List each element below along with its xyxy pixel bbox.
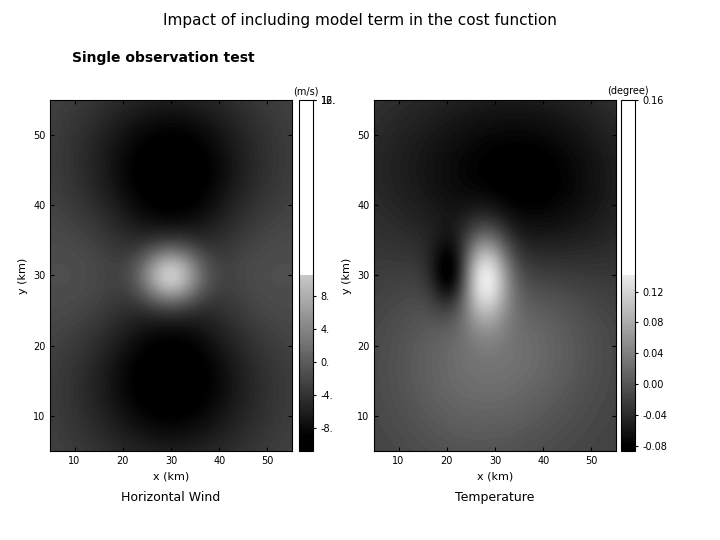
Y-axis label: y (km): y (km) [17,257,27,294]
Text: Single observation test: Single observation test [72,51,255,65]
Text: (degree): (degree) [607,86,649,96]
Y-axis label: y (km): y (km) [341,257,351,294]
X-axis label: x (km): x (km) [153,471,189,481]
X-axis label: x (km): x (km) [477,471,513,481]
Text: (m/s): (m/s) [293,86,319,96]
Text: Horizontal Wind: Horizontal Wind [122,491,220,504]
Text: Temperature: Temperature [455,491,535,504]
Text: Impact of including model term in the cost function: Impact of including model term in the co… [163,14,557,29]
